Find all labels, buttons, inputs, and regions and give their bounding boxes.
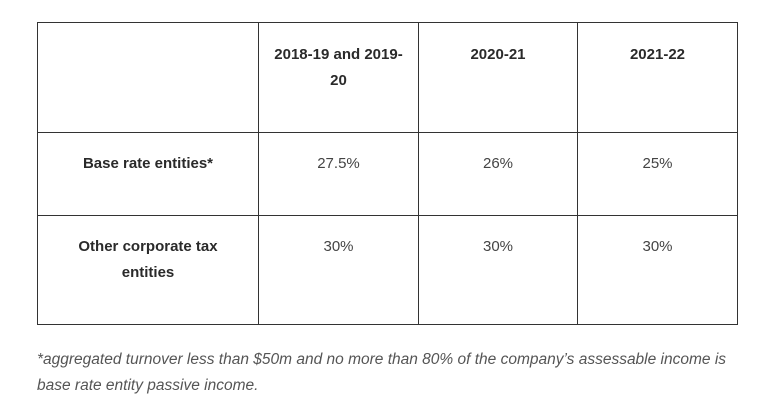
table-cell: 27.5%: [258, 132, 419, 216]
table-row: Other corporate tax entities 30% 30% 30%: [37, 215, 738, 325]
tax-rate-table: 2018-19 and 2019-20 2020-21 2021-22 Base…: [37, 22, 738, 325]
header-cell-2020-21: 2020-21: [418, 22, 578, 133]
table-cell: 30%: [418, 215, 578, 325]
table-cell: 30%: [577, 215, 738, 325]
header-cell-empty: [37, 22, 259, 133]
header-cell-2021-22: 2021-22: [577, 22, 738, 133]
table-cell: 26%: [418, 132, 578, 216]
header-cell-2018-19-and-2019-20: 2018-19 and 2019-20: [258, 22, 419, 133]
table-cell: 30%: [258, 215, 419, 325]
row-label-base-rate-entities: Base rate entities*: [37, 132, 259, 216]
footnote: *aggregated turnover less than $50m and …: [37, 351, 727, 394]
row-label-other-corporate-tax-entities: Other corporate tax entities: [37, 215, 259, 325]
table-header-row: 2018-19 and 2019-20 2020-21 2021-22: [37, 22, 738, 133]
table-row: Base rate entities* 27.5% 26% 25%: [37, 132, 738, 216]
table-cell: 25%: [577, 132, 738, 216]
tax-rate-table-container: 2018-19 and 2019-20 2020-21 2021-22 Base…: [37, 22, 738, 325]
